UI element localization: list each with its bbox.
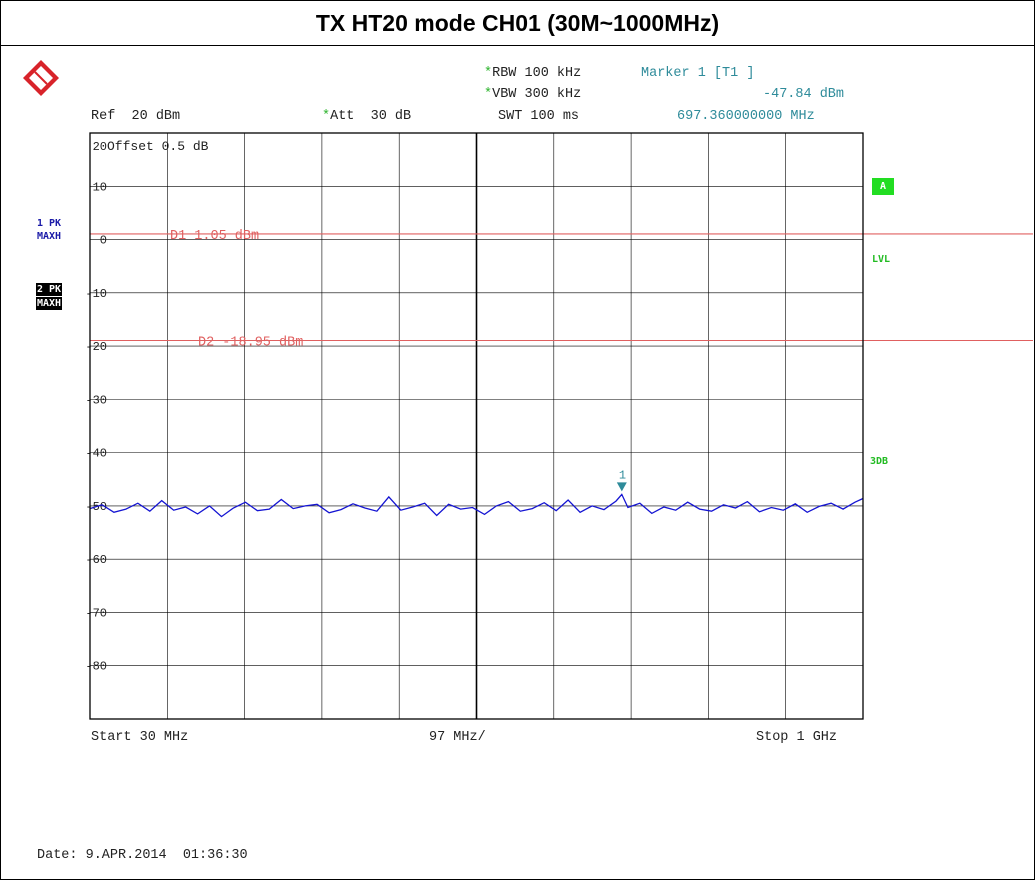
y-tick-label: -40 xyxy=(85,447,107,461)
y-tick-label: -70 xyxy=(85,606,107,620)
trace2-detector: 2 PK xyxy=(36,283,63,296)
lvl-indicator: LVL xyxy=(872,254,891,265)
rohde-schwarz-logo xyxy=(23,60,59,96)
offset-label: Offset 0.5 dB xyxy=(107,139,209,154)
trace-a-badge: A xyxy=(872,178,895,195)
plot-border xyxy=(89,132,864,720)
capture-date: Date: 9.APR.2014 01:36:30 xyxy=(37,848,248,863)
marker-triangle xyxy=(616,482,627,492)
y-tick-label: 10 xyxy=(93,180,107,194)
y-tick-label: -10 xyxy=(85,287,107,301)
marker-frequency: 697.360000000 MHz xyxy=(677,109,815,124)
swt-readout: SWT 100 ms xyxy=(498,109,580,124)
trace1-mode: MAXH xyxy=(37,231,62,242)
plot-grid xyxy=(90,133,863,719)
vbw-readout: *VBW 300 kHz xyxy=(484,87,582,102)
marker-1: 1 xyxy=(616,468,627,492)
y-tick-label: -30 xyxy=(85,393,107,407)
limit-lines: D1 1.05 dBm D2 -18.95 dBm xyxy=(90,229,1033,350)
report-title: TX HT20 mode CH01 (30M~1000MHz) xyxy=(1,1,1034,46)
trace1-detector: 1 PK xyxy=(37,218,62,229)
y-tick-label: -60 xyxy=(85,553,107,567)
marker-number: 1 xyxy=(619,468,626,482)
limit-line-label: D1 1.05 dBm xyxy=(170,229,259,244)
marker-label: Marker 1 [T1 ] xyxy=(641,66,755,81)
stop-frequency: Stop 1 GHz xyxy=(756,730,838,745)
ref-level-readout: Ref 20 dBm xyxy=(91,109,181,124)
y-tick-label: -80 xyxy=(85,660,107,674)
y-tick-label: 20 xyxy=(93,140,107,154)
attenuation-readout: *Att 30 dB xyxy=(322,109,412,124)
trace2-mode: MAXH xyxy=(36,297,63,310)
3db-indicator: 3DB xyxy=(870,456,889,467)
marker-level: -47.84 dBm xyxy=(763,87,845,102)
rbw-readout: *RBW 100 kHz xyxy=(484,66,582,81)
span-per-division: 97 MHz/ xyxy=(429,730,486,745)
start-frequency: Start 30 MHz xyxy=(91,730,189,745)
y-tick-label: -20 xyxy=(85,340,107,354)
limit-line-label: D2 -18.95 dBm xyxy=(198,335,303,350)
y-tick-label: 0 xyxy=(100,234,107,248)
trace-line xyxy=(89,493,864,518)
